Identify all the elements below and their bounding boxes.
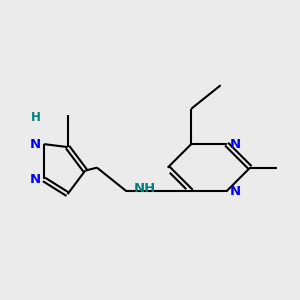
- Text: N: N: [230, 185, 241, 198]
- Text: N: N: [30, 138, 41, 151]
- Text: N: N: [30, 173, 41, 186]
- Text: H: H: [31, 111, 41, 124]
- Text: NH: NH: [134, 182, 156, 195]
- Text: N: N: [230, 138, 241, 151]
